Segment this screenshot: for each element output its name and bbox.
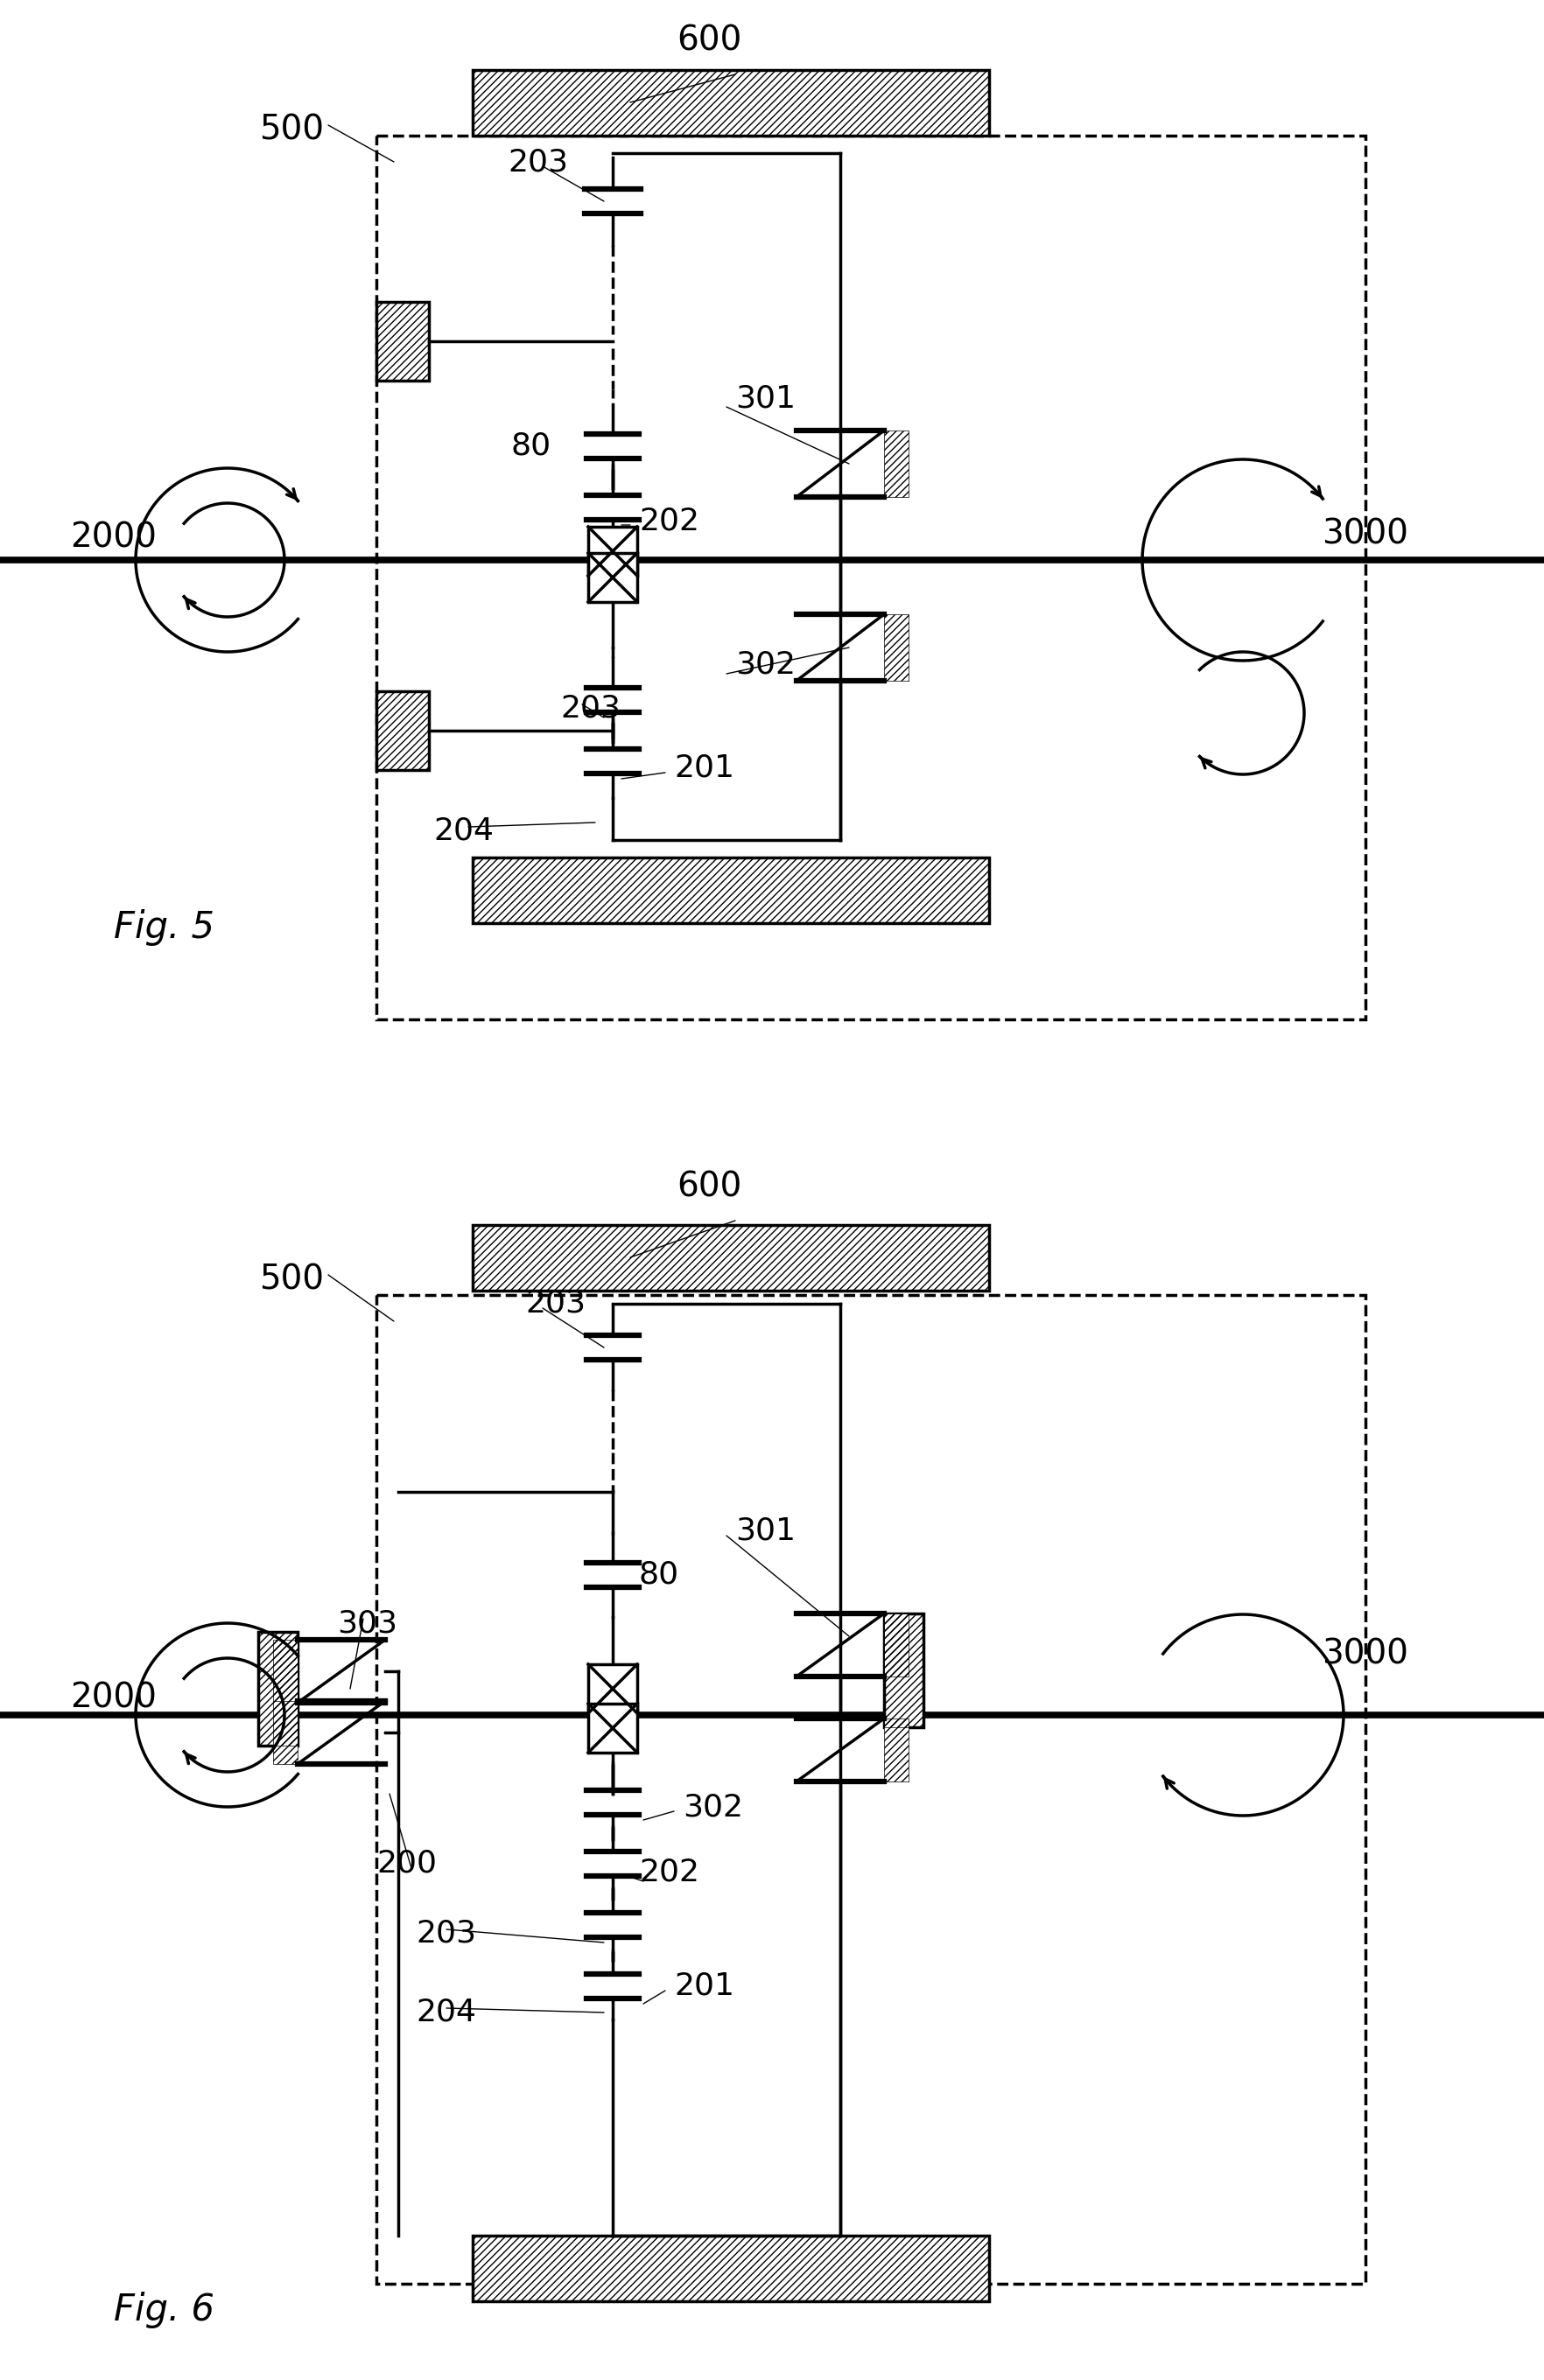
Text: 202: 202: [639, 507, 699, 536]
Bar: [472, 857, 988, 923]
Text: Fig. 6: Fig. 6: [114, 2292, 215, 2328]
Text: 600: 600: [676, 24, 741, 57]
Text: Fig. 5: Fig. 5: [114, 909, 215, 945]
Text: 80: 80: [639, 1561, 679, 1590]
Bar: [258, 1633, 298, 1745]
Bar: [273, 1640, 298, 1702]
Bar: [377, 1295, 1365, 2285]
Bar: [883, 1614, 923, 1728]
Bar: [588, 1704, 636, 1752]
Text: 204: 204: [415, 1997, 476, 2028]
Text: 500: 500: [259, 112, 324, 145]
Bar: [472, 1226, 988, 1290]
Bar: [472, 2235, 988, 2301]
Bar: [273, 1702, 298, 1764]
Bar: [472, 857, 988, 923]
Text: 302: 302: [682, 1792, 743, 1821]
Bar: [883, 1614, 908, 1676]
Bar: [377, 690, 429, 771]
Text: 302: 302: [735, 650, 795, 681]
Text: 203: 203: [508, 148, 568, 176]
Text: 200: 200: [377, 1849, 437, 1878]
Bar: [472, 69, 988, 136]
Bar: [588, 552, 636, 602]
Text: 201: 201: [673, 1971, 733, 2002]
Bar: [377, 690, 429, 771]
Text: 301: 301: [735, 383, 795, 414]
Bar: [472, 2235, 988, 2301]
Text: 203: 203: [560, 695, 621, 724]
Text: 2000: 2000: [69, 521, 156, 555]
Bar: [883, 1614, 923, 1728]
Bar: [588, 526, 636, 576]
Text: 303: 303: [337, 1609, 397, 1637]
Text: 301: 301: [735, 1516, 795, 1547]
Text: 201: 201: [673, 754, 733, 783]
Text: 2000: 2000: [69, 1680, 156, 1714]
Text: 203: 203: [415, 1918, 476, 1949]
Text: 203: 203: [525, 1290, 585, 1319]
Text: 80: 80: [511, 431, 551, 462]
Bar: [377, 302, 429, 381]
Bar: [588, 1664, 636, 1714]
Bar: [883, 1718, 908, 1783]
Bar: [472, 69, 988, 136]
Text: 204: 204: [432, 816, 494, 847]
Text: 3000: 3000: [1322, 516, 1408, 550]
Text: 500: 500: [259, 1264, 324, 1295]
Bar: [377, 302, 429, 381]
Bar: [258, 1633, 298, 1745]
Bar: [377, 136, 1365, 1019]
Bar: [883, 431, 908, 497]
Bar: [883, 614, 908, 681]
Bar: [472, 1226, 988, 1290]
Text: 600: 600: [676, 1171, 741, 1204]
Text: 202: 202: [639, 1859, 699, 1887]
Text: 3000: 3000: [1322, 1637, 1408, 1671]
